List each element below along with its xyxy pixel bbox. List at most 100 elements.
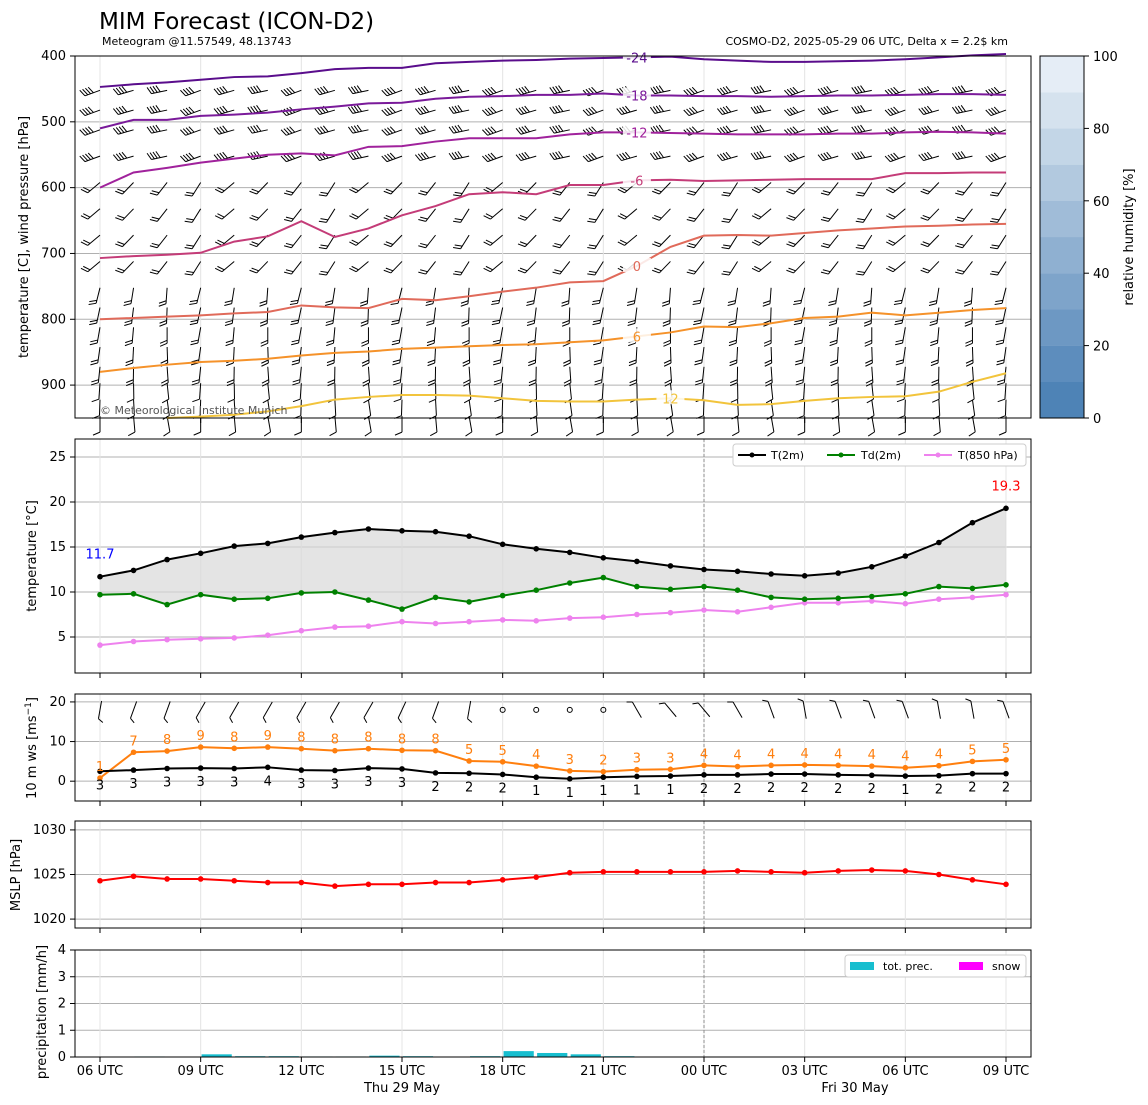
barb-flag — [588, 107, 595, 114]
barb-flag — [789, 153, 796, 160]
barb-staff — [793, 234, 806, 247]
barb-staff — [669, 307, 671, 324]
wind-barb — [146, 124, 168, 134]
surface-barb-staff — [467, 700, 472, 719]
gust-point — [801, 762, 808, 768]
wind-barb — [694, 366, 705, 386]
barb-flag — [526, 300, 535, 303]
barb-flag — [865, 362, 873, 367]
barb-flag — [652, 126, 659, 133]
temperature-legend: T(2m) Td(2m) T(850 hPa) — [732, 443, 1027, 467]
barb-flag — [855, 247, 864, 250]
wind-barb — [126, 383, 135, 403]
barb-flag — [418, 218, 426, 222]
barb-flag — [224, 300, 233, 303]
barb-staff — [434, 346, 437, 364]
barb-flag — [617, 188, 625, 194]
barb-flag — [79, 129, 86, 136]
t2m-point — [365, 526, 372, 532]
barb-flag — [326, 362, 335, 367]
barb-staff — [533, 287, 537, 304]
day-label: Fri 30 May — [821, 1081, 888, 1096]
barb-flag — [461, 323, 469, 327]
barb-flag — [462, 359, 470, 364]
wind-barb — [91, 383, 101, 403]
wind-barb — [851, 124, 872, 134]
barb-flag — [964, 320, 973, 324]
barb-flag — [552, 245, 561, 249]
barb-flag — [530, 431, 538, 437]
barb-flag — [294, 431, 302, 436]
barb-staff — [432, 287, 437, 304]
t2m-point — [768, 571, 774, 577]
barb-flag — [85, 153, 91, 160]
barb-flag — [924, 86, 930, 94]
barb-flag — [754, 265, 762, 271]
barb-flag — [628, 362, 637, 367]
barb-flag — [855, 194, 864, 197]
barb-flag — [655, 125, 662, 133]
barb-staff — [232, 327, 235, 344]
surface-barb-flag — [797, 698, 804, 702]
barb-flag — [185, 87, 192, 95]
barb-flag — [253, 151, 259, 159]
barb-staff — [927, 208, 940, 221]
barb-flag — [789, 127, 796, 134]
barb-staff — [559, 182, 571, 196]
td2m-point — [264, 595, 271, 602]
barb-flag — [364, 431, 372, 437]
barb-flag — [428, 379, 436, 384]
barb-flag — [249, 190, 257, 195]
barb-flag — [594, 382, 602, 386]
barb-flag — [658, 105, 665, 112]
barb-staff — [836, 327, 839, 344]
wind-barb — [582, 152, 604, 163]
barb-flag — [82, 108, 89, 115]
wind-barb — [721, 182, 738, 197]
barb-flag — [263, 415, 271, 420]
barb-flag — [146, 87, 152, 94]
wind-barb — [260, 327, 269, 347]
barb-flag — [185, 153, 192, 160]
t850-point — [868, 598, 875, 604]
y-tick-label: 5 — [58, 630, 66, 645]
barb-flag — [324, 303, 333, 306]
y-tick-label: 10 — [49, 735, 66, 750]
colorbar-band — [1040, 309, 1084, 346]
t2m-point — [466, 533, 472, 539]
barb-flag — [788, 241, 796, 245]
barb-staff — [468, 416, 473, 432]
gust-label: 4 — [532, 748, 540, 763]
mean-wind-point — [969, 770, 976, 777]
barb-flag — [524, 125, 530, 133]
wind-barb — [951, 151, 973, 160]
barb-staff — [737, 416, 740, 433]
precip-bar — [201, 1054, 232, 1057]
barb-flag — [180, 109, 186, 116]
td2m-point — [197, 591, 204, 598]
barb-flag — [121, 151, 128, 159]
mslp-point — [130, 873, 137, 880]
barb-flag — [487, 87, 494, 95]
wind-barb — [149, 261, 168, 275]
barb-staff — [166, 399, 170, 416]
barb-staff — [669, 416, 674, 432]
gust-label: 1 — [96, 760, 104, 775]
t850-point — [969, 594, 976, 601]
wind-barb — [817, 105, 839, 115]
barb-flag — [261, 379, 269, 384]
surface-wind-barb — [195, 701, 206, 723]
wind-barb — [928, 287, 940, 306]
barb-flag — [893, 106, 900, 113]
barb-flag — [565, 431, 573, 437]
barb-flag — [689, 153, 695, 160]
mean-wind-label: 1 — [666, 783, 674, 798]
gust-point — [566, 768, 573, 774]
barb-flag — [985, 109, 992, 116]
t850-point — [634, 611, 640, 618]
mean-wind-point — [197, 765, 204, 771]
gust-point — [130, 749, 137, 756]
barb-flag — [954, 86, 961, 94]
wind-barb — [652, 182, 671, 195]
wind-barb — [750, 124, 772, 134]
